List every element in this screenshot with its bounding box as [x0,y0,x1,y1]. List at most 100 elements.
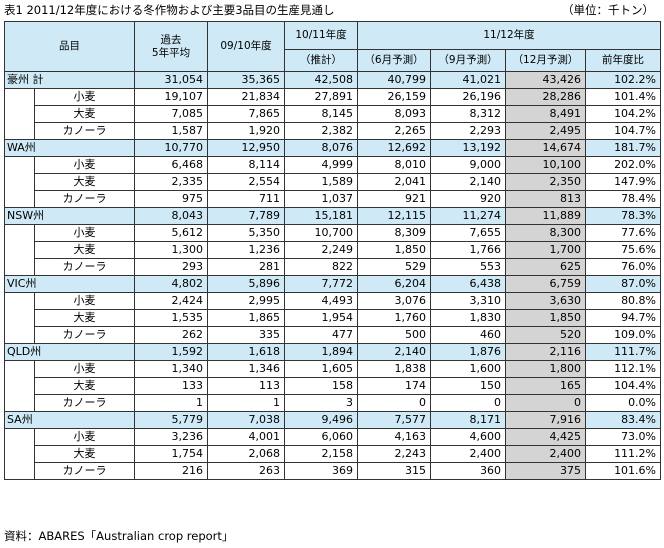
crop-value-cell: 174 [357,377,431,395]
indent-cell [4,241,35,259]
crop-name: 小麦 [34,360,135,378]
indent-cell [4,326,35,344]
crop-value-cell: 262 [134,326,208,344]
indent-cell [4,360,35,378]
region-total-cell: 43,426 [505,71,586,89]
region-total-cell: 40,799 [357,71,431,89]
crop-row: 大麦 1,300 1,236 2,249 1,850 1,766 1,700 75.6% [4,241,662,259]
crop-value-cell: 822 [284,258,358,276]
crop-value-cell: 28,286 [505,88,586,106]
region-total-cell: 4,802 [134,275,208,293]
crop-value-cell: 8,309 [357,224,431,242]
crop-value-cell: 112.1% [584,360,662,378]
region-total-cell: 5,896 [207,275,285,293]
crop-value-cell: 477 [284,326,358,344]
crop-value-cell: 113 [207,377,285,395]
crop-value-cell: 94.7% [584,309,662,327]
crop-value-cell: 529 [357,258,431,276]
indent-cell [4,445,35,463]
crop-value-cell: 101.4% [584,88,662,106]
crop-value-cell: 2,424 [134,292,208,310]
region-total-cell: 6,438 [430,275,506,293]
crop-value-cell: 1,766 [430,241,506,259]
indent-cell [4,190,35,208]
crop-value-cell: 1,920 [207,122,285,140]
region-total-cell: 8,043 [134,207,208,225]
crop-value-cell: 1,587 [134,122,208,140]
region-total-cell: 83.4% [584,411,662,429]
crop-row: 小麦 5,612 5,350 10,700 8,309 7,655 8,300 77.6% [4,224,662,242]
crop-row: カノーラ 1,587 1,920 2,382 2,265 2,293 2,495 104.7% [4,122,662,140]
title-text: 表1 2011/12年度における冬作物および主要3品目の生産見通し [4,3,335,17]
crop-value-cell: 2,350 [505,173,586,191]
region-total-cell: 8,171 [430,411,506,429]
region-total-cell: 31,054 [134,71,208,89]
crop-value-cell: 104.7% [584,122,662,140]
crop-value-cell: 7,655 [430,224,506,242]
crop-value-cell: 3 [284,394,358,412]
region-name: NSW州 [4,207,135,225]
indent-cell [4,377,35,395]
crop-value-cell: 8,491 [505,105,586,123]
crop-value-cell: 1 [134,394,208,412]
table-title: 表1 2011/12年度における冬作物および主要3品目の生産見通し （単位：千ト… [4,3,660,18]
crop-value-cell: 2,265 [357,122,431,140]
region-total-row: WA州 10,770 12,950 8,076 12,692 13,192 14,674 18… [4,139,662,157]
region-total-cell: 7,772 [284,275,358,293]
crop-value-cell: 2,140 [430,173,506,191]
crop-value-cell: 360 [430,462,506,480]
indent-cell [4,292,35,310]
crop-value-cell: 2,400 [505,445,586,463]
crop-value-cell: 158 [284,377,358,395]
crop-value-cell: 2,041 [357,173,431,191]
crop-value-cell: 150 [430,377,506,395]
crop-value-cell: 78.4% [584,190,662,208]
region-total-cell: 13,192 [430,139,506,157]
indent-cell [4,394,35,412]
crop-value-cell: 4,493 [284,292,358,310]
crop-value-cell: 101.6% [584,462,662,480]
crop-value-cell: 80.8% [584,292,662,310]
region-total-cell: 5,779 [134,411,208,429]
production-table: 品目 過去 5年平均 09/10年度 10/11年度 11/12年度 （推計） … [4,21,662,480]
region-total-cell: 87.0% [584,275,662,293]
crop-value-cell: 7,865 [207,105,285,123]
header-item: 品目 [4,21,135,72]
region-total-cell: 12,950 [207,139,285,157]
region-total-row: VIC州 4,802 5,896 7,772 6,204 6,438 6,759 87.0% [4,275,662,293]
region-total-cell: 10,770 [134,139,208,157]
crop-value-cell: 1,865 [207,309,285,327]
crop-value-cell: 165 [505,377,586,395]
crop-name: カノーラ [34,462,135,480]
crop-value-cell: 76.0% [584,258,662,276]
crop-value-cell: 3,236 [134,428,208,446]
region-total-cell: 7,789 [207,207,285,225]
crop-value-cell: 460 [430,326,506,344]
crop-value-cell: 375 [505,462,586,480]
crop-value-cell: 26,159 [357,88,431,106]
crop-value-cell: 1,700 [505,241,586,259]
crop-value-cell: 73.0% [584,428,662,446]
crop-value-cell: 8,093 [357,105,431,123]
crop-value-cell: 1,605 [284,360,358,378]
crop-name: 大麦 [34,445,135,463]
header-yoy: 前年度比 [584,49,662,72]
crop-value-cell: 281 [207,258,285,276]
crop-value-cell: 8,312 [430,105,506,123]
crop-value-cell: 293 [134,258,208,276]
region-total-cell: 15,181 [284,207,358,225]
indent-cell [4,224,35,242]
crop-name: カノーラ [34,326,135,344]
crop-value-cell: 520 [505,326,586,344]
crop-name: 小麦 [34,428,135,446]
indent-cell [4,258,35,276]
crop-value-cell: 5,612 [134,224,208,242]
crop-value-cell: 1,838 [357,360,431,378]
region-total-cell: 42,508 [284,71,358,89]
region-total-cell: 9,496 [284,411,358,429]
crop-name: 大麦 [34,173,135,191]
indent-cell [4,156,35,174]
crop-value-cell: 2,995 [207,292,285,310]
region-name: VIC州 [4,275,135,293]
crop-row: 小麦 2,424 2,995 4,493 3,076 3,310 3,630 80.8% [4,292,662,310]
